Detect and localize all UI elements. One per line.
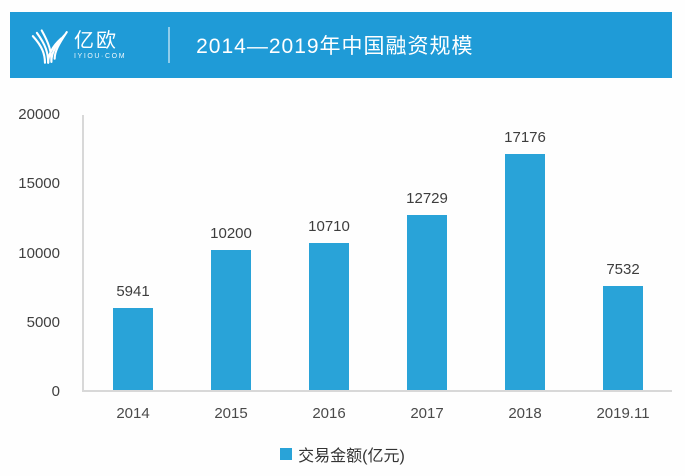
yiou-tree-icon	[28, 24, 70, 66]
bar	[603, 286, 643, 390]
bar-value-label: 17176	[504, 128, 546, 146]
y-axis-tick-label: 5000	[26, 313, 60, 331]
x-axis-tick-label: 2016	[312, 405, 346, 422]
bar-slot: 17176 2018	[476, 115, 574, 422]
header-banner: 亿欧 IYIOU·COM 2014—2019年中国融资规模	[10, 12, 672, 78]
logo-text: 亿欧 IYIOU·COM	[74, 30, 126, 60]
bar-slot: 7532 2019.11	[574, 115, 672, 422]
y-axis-tick-label: 20000	[18, 106, 60, 123]
x-axis-tick-label: 2014	[116, 405, 150, 422]
bar-slot: 5941 2014	[84, 115, 182, 422]
bar-value-label: 7532	[606, 261, 640, 279]
yiou-logo: 亿欧 IYIOU·COM	[28, 24, 126, 66]
legend-marker-icon	[280, 448, 293, 460]
bar	[113, 308, 153, 390]
page-title: 2014—2019年中国融资规模	[196, 35, 474, 58]
bar	[211, 249, 251, 390]
x-axis-tick-label: 2017	[410, 405, 444, 422]
legend-label: 交易金额(亿元)	[298, 448, 405, 465]
bar-slot: 10710 2016	[280, 115, 378, 422]
bar	[505, 153, 545, 390]
logo-name: 亿欧	[74, 30, 118, 52]
bar	[407, 214, 447, 390]
bar-value-label: 5941	[116, 283, 150, 301]
logo-domain: IYIOU·COM	[74, 53, 127, 60]
chart-legend: 交易金额(亿元)	[0, 442, 685, 466]
y-axis-tick-label: 0	[51, 383, 60, 400]
y-axis-tick-label: 15000	[18, 175, 60, 193]
y-axis: 0 5000 10000 15000 20000	[0, 106, 70, 400]
bar-slot: 10200 2015	[182, 115, 280, 422]
bar	[309, 242, 349, 390]
x-axis-tick-label: 2019.11	[596, 405, 650, 422]
bar-chart: 0 5000 10000 15000 20000 5941 2014 10200 2015 10…	[0, 86, 685, 476]
y-axis-tick-label: 10000	[18, 244, 60, 262]
x-axis-tick-label: 2018	[508, 405, 542, 422]
bar-slot: 12729 2017	[378, 115, 476, 422]
plot-area: 5941 2014 10200 2015 10710 2016 12729 2017 17176…	[82, 115, 672, 422]
bar-value-label: 10710	[308, 217, 350, 235]
x-axis-tick-label: 2015	[214, 405, 248, 422]
banner-divider	[168, 27, 171, 63]
bar-value-label: 12729	[406, 189, 448, 207]
bar-value-label: 10200	[210, 224, 252, 242]
